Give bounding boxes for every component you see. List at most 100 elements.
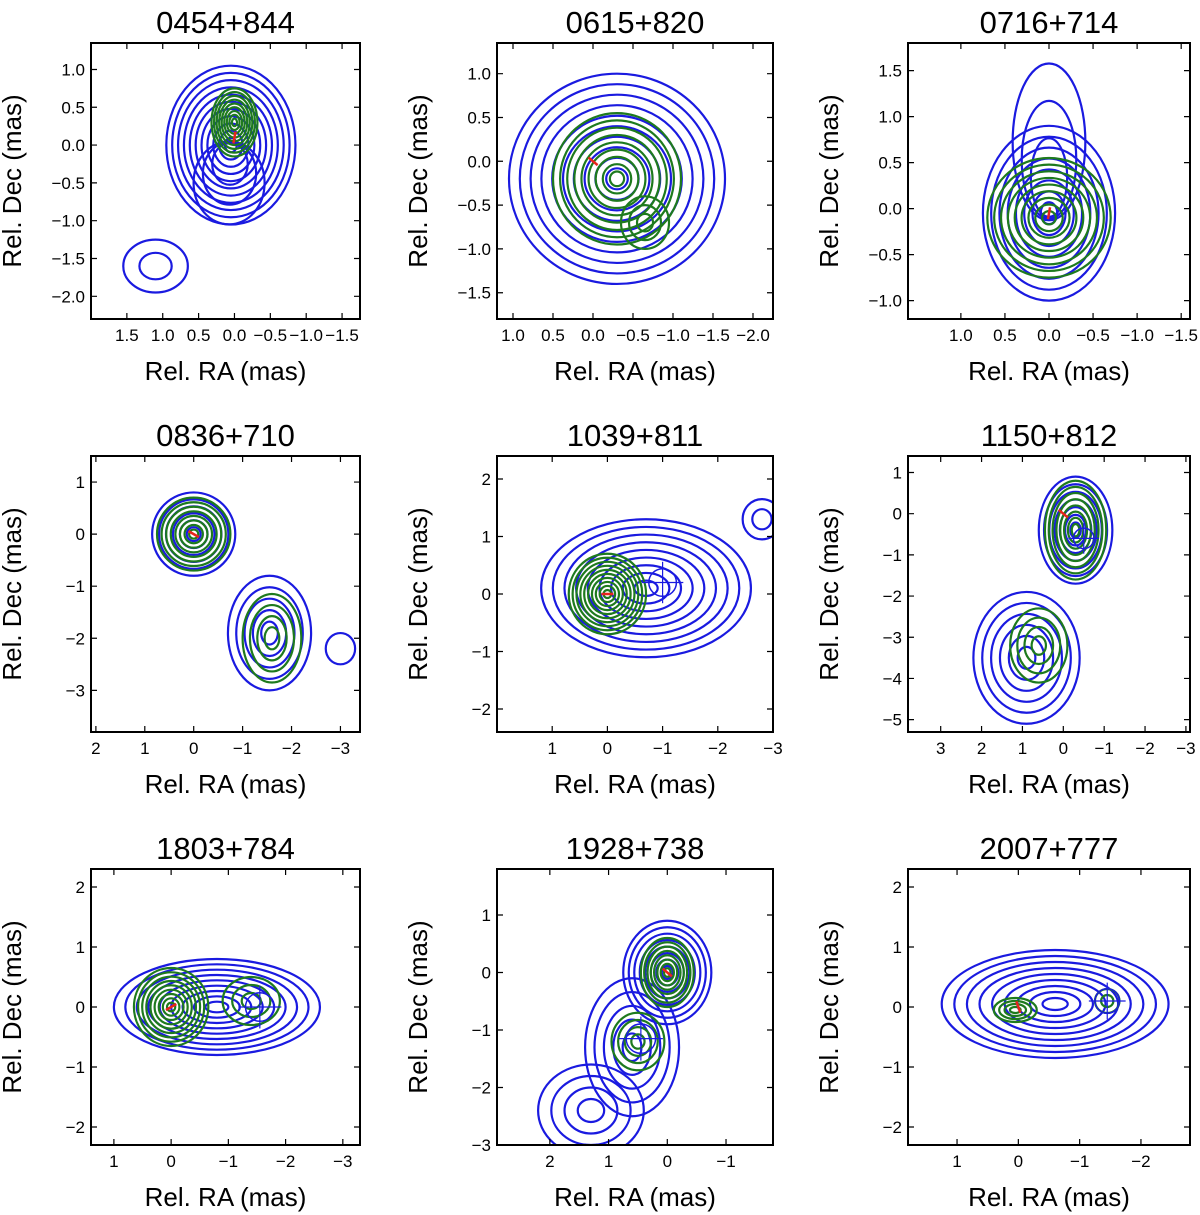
x-tick-label: −0.5 (254, 326, 288, 345)
blue-contour (741, 498, 773, 541)
y-tick-label: 0.5 (467, 108, 491, 127)
x-tick-label: 0 (663, 1152, 672, 1171)
y-tick-label: 1.0 (878, 108, 902, 127)
y-tick-label: −0.5 (457, 196, 491, 215)
x-tick-label: 2 (545, 1152, 554, 1171)
y-tick-label: −1.0 (51, 212, 85, 231)
chart-title: 0615+820 (566, 5, 705, 40)
component-marker (238, 985, 282, 1029)
green-contour (136, 971, 206, 1043)
green-contour (160, 501, 227, 568)
y-tick-label: 0 (893, 505, 902, 524)
y-tick-label: −2 (883, 587, 902, 606)
x-tick-label: 0 (1014, 1152, 1023, 1171)
blue-contour-group (537, 1063, 645, 1145)
y-axis-label: Rel. Dec (mas) (0, 94, 27, 267)
x-tick-label: 1.0 (501, 326, 525, 345)
blue-contour (135, 968, 299, 1046)
blue-contour (576, 1097, 606, 1124)
blue-contour (990, 135, 1108, 291)
green-contour (240, 991, 262, 1011)
plot-area (151, 491, 357, 692)
green-contour (652, 954, 682, 991)
ticks (91, 43, 360, 319)
ticks (908, 43, 1190, 319)
x-tick-label: −2 (708, 739, 727, 758)
ticks (91, 869, 360, 1145)
x-tick-label: 3 (936, 739, 945, 758)
x-tick-label: 1 (547, 739, 556, 758)
x-tick-label: −0.5 (1076, 326, 1110, 345)
green-contour (993, 163, 1105, 273)
chart-title: 2007+777 (980, 831, 1119, 866)
green-contour (1023, 625, 1055, 666)
blue-contour (563, 1086, 619, 1135)
green-contour (579, 564, 636, 624)
green-contour (571, 556, 644, 632)
green-contour (662, 967, 672, 978)
green-contour (256, 615, 288, 662)
blue-contour (633, 932, 702, 1013)
x-axis-label: Rel. RA (mas) (968, 769, 1130, 799)
blue-contour (147, 973, 287, 1041)
x-axis-label: Rel. RA (mas) (968, 356, 1130, 386)
x-axis-label: Rel. RA (mas) (145, 356, 307, 386)
component-marker (1068, 523, 1100, 554)
x-tick-label: 1 (604, 1152, 613, 1171)
blue-contour (583, 977, 681, 1118)
green-contour (1043, 479, 1108, 581)
green-contour (594, 155, 640, 202)
y-tick-label: 2 (76, 878, 85, 897)
blue-contour (965, 960, 1145, 1048)
x-tick-label: 1.0 (151, 326, 175, 345)
y-tick-label: 0.5 (878, 154, 902, 173)
green-contour (580, 141, 654, 217)
green-contour (649, 949, 685, 996)
ticks (497, 456, 774, 732)
y-tick-label: −1 (472, 643, 491, 662)
blue-contour (583, 146, 651, 212)
x-tick-label: 0.5 (187, 326, 211, 345)
plot-area (112, 957, 322, 1057)
green-contour (161, 997, 181, 1017)
blue-contour (540, 518, 753, 659)
blue-contour (550, 1074, 632, 1145)
green-contour (575, 560, 640, 628)
y-tick-label: −2.0 (51, 287, 85, 306)
blue-contour (998, 146, 1100, 280)
green-contour (998, 999, 1033, 1021)
green-contour-group (619, 195, 671, 251)
y-tick-label: 0.0 (61, 136, 85, 155)
green-contour (1027, 196, 1071, 239)
green-contour (248, 603, 296, 673)
plot-area (972, 475, 1114, 725)
blue-contour (507, 72, 727, 286)
green-contour (598, 584, 617, 604)
x-tick-label: −3 (333, 1152, 352, 1171)
chart-title: 1928+738 (566, 831, 705, 866)
green-contour (594, 580, 621, 608)
x-tick-label: −3 (763, 739, 782, 758)
panel-1150+812: 3 2 1 0 −1 −2 −3 1 0 −1 −2 −3 −4 −5 1150+812 Rel. RA (m… (814, 418, 1196, 799)
green-contour (228, 113, 241, 132)
green-contour (630, 1033, 646, 1050)
green-contour (619, 195, 671, 251)
blue-contour (602, 1004, 662, 1090)
green-contour (656, 958, 679, 987)
component-marker (618, 1016, 663, 1061)
blue-contour (593, 990, 671, 1104)
ticks (497, 869, 773, 1146)
green-contour (141, 975, 202, 1039)
green-contour (566, 126, 668, 232)
green-contour (608, 170, 626, 188)
blue-contour (638, 939, 696, 1006)
green-contour (573, 133, 661, 224)
blue-contour (563, 533, 729, 644)
y-tick-label: −2 (472, 1079, 491, 1098)
x-axis-label: Rel. RA (mas) (554, 1182, 716, 1212)
green-contour (551, 111, 683, 246)
y-tick-label: 0.0 (467, 152, 491, 171)
green-contour (1070, 522, 1081, 538)
blue-contour (537, 1063, 645, 1145)
